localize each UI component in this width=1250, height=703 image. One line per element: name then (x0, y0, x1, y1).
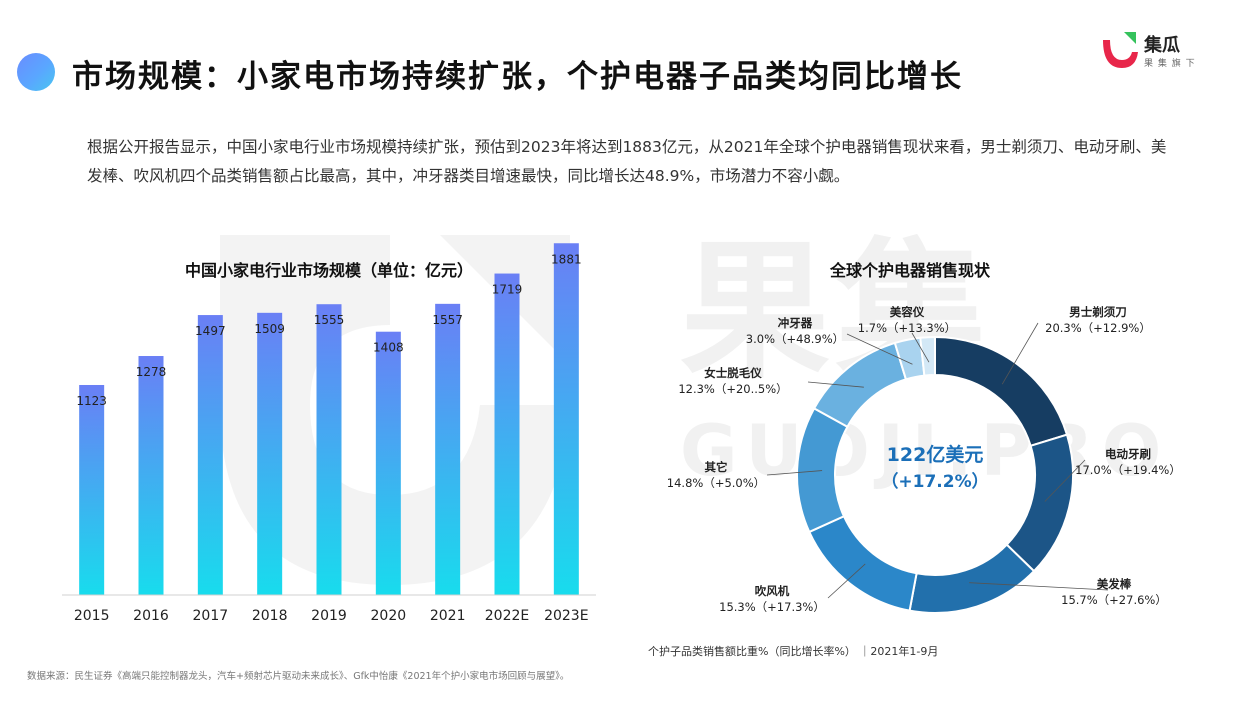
leader-line (1044, 459, 1086, 502)
bar-group: 1497 2017 (193, 315, 229, 624)
bar-chart-title: 中国小家电行业市场规模（单位：亿元） (185, 261, 474, 280)
x-tick-label: 2018 (252, 608, 288, 624)
leader-line (1001, 322, 1039, 385)
data-source-note: 数据来源：民生证券《高端只能控制器龙头，汽车+频射芯片驱动未来成长》、Gfk中怡… (27, 671, 570, 682)
bar-group: 1557 2021 (430, 303, 466, 624)
bar (494, 273, 520, 595)
donut-center-growth: （+17.2%） (881, 471, 988, 492)
slice-name-label: 冲牙器 (778, 316, 813, 330)
bar-group: 1881 2023E (544, 243, 589, 624)
donut-chart-caption: 个护子品类销售额比重%（同比增长率%） ｜2021年1-9月 (648, 645, 939, 658)
bar (257, 312, 283, 595)
bar-value-label: 1497 (195, 324, 226, 338)
x-tick-label: 2020 (371, 608, 407, 624)
leader-line (969, 582, 1109, 591)
slice-name-label: 美容仪 (890, 305, 925, 319)
slice-value-label: 17.0%（+19.4%） (1075, 463, 1181, 477)
logo-subtitle: 果 集 旗 下 (1144, 59, 1196, 69)
donut-slice-group: 其它 14.8%（+5.0%） (667, 407, 849, 534)
donut-slice (919, 335, 936, 377)
donut-slice-group: 冲牙器 3.0%（+48.9%） (746, 316, 926, 381)
donut-slice-group: 女士脱毛仪 12.3%（+20..5%） (678, 341, 908, 429)
leader-line (827, 563, 866, 599)
slice-name-label: 其它 (705, 460, 728, 474)
x-tick-label: 2019 (311, 608, 347, 624)
bar (435, 303, 461, 595)
donut-slice-group: 吹风机 15.3%（+17.3%） (719, 514, 918, 614)
leader-line (766, 470, 823, 476)
bar-group: 1123 2015 (74, 384, 110, 624)
leader-line (846, 333, 913, 365)
leader-line (911, 332, 930, 363)
x-tick-label: 2015 (74, 608, 110, 624)
x-tick-label: 2022E (485, 608, 529, 624)
donut-slice-group: 电动牙刷 17.0%（+19.4%） (1005, 433, 1181, 573)
leader-line (807, 381, 864, 388)
donut-center-total: 122亿美元 (887, 443, 984, 466)
slice-value-label: 14.8%（+5.0%） (667, 476, 765, 490)
bar (79, 384, 105, 595)
slice-name-label: 男士剃须刀 (1069, 305, 1127, 319)
slice-value-label: 20.3%（+12.9%） (1045, 321, 1151, 335)
title-bullet-icon (17, 53, 55, 91)
donut-slice (796, 407, 849, 534)
x-tick-label: 2016 (133, 608, 169, 624)
slice-value-label: 1.7%（+13.3%） (858, 321, 956, 335)
bar (197, 315, 223, 595)
slice-name-label: 美发棒 (1097, 577, 1132, 591)
bar-group: 1555 2019 (311, 304, 347, 624)
donut-slice (807, 514, 918, 612)
donut-slice (908, 543, 1036, 614)
bar-group: 1278 2016 (133, 356, 169, 624)
donut-slice (934, 335, 1069, 448)
bar-value-label: 1509 (254, 322, 285, 336)
bar-value-label: 1555 (314, 313, 345, 327)
donut-slice-group: 美容仪 1.7%（+13.3%） (858, 305, 956, 377)
intro-paragraph: 根据公开报告显示，中国小家电行业市场规模持续扩张，预估到2023年将达到1883… (87, 138, 1167, 185)
x-tick-label: 2023E (544, 608, 588, 624)
bar-group: 1408 2020 (371, 331, 407, 624)
bar (553, 243, 579, 596)
page-title: 市场规模：小家电市场持续扩张，个护电器子品类均同比增长 (72, 59, 963, 95)
bar-group: 1719 2022E (485, 273, 529, 624)
bar-value-label: 1881 (551, 252, 582, 266)
slice-value-label: 12.3%（+20..5%） (678, 382, 787, 396)
x-tick-label: 2017 (193, 608, 229, 624)
donut-slice-group: 美发棒 15.7%（+27.6%） (908, 543, 1167, 614)
slice-value-label: 15.7%（+27.6%） (1061, 593, 1167, 607)
bar (375, 331, 401, 595)
bar-value-label: 1408 (373, 341, 404, 355)
donut-chart-title: 全球个护电器销售现状 (830, 261, 991, 280)
logo-name: 集瓜 (1144, 35, 1180, 56)
slice-value-label: 3.0%（+48.9%） (746, 332, 844, 346)
donut-slice-group: 男士剃须刀 20.3%（+12.9%） (934, 305, 1151, 448)
slice-value-label: 15.3%（+17.3%） (719, 600, 825, 614)
bar (138, 356, 164, 595)
donut-slice (812, 341, 908, 429)
slice-name-label: 电动牙刷 (1105, 447, 1151, 461)
bar-value-label: 1719 (492, 283, 523, 297)
bar-value-label: 1278 (136, 365, 167, 379)
bar-group: 1509 2018 (252, 312, 288, 624)
x-tick-label: 2021 (430, 608, 466, 624)
slice-name-label: 吹风机 (755, 584, 790, 598)
slice-name-label: 女士脱毛仪 (704, 366, 762, 380)
logo-mark-icon (1103, 32, 1138, 68)
bar (316, 304, 342, 595)
bar-value-label: 1123 (76, 394, 107, 408)
watermark-brand-latin: GUOJI.PRO (680, 410, 1170, 492)
bar-value-label: 1557 (432, 313, 463, 327)
brand-logo: 集瓜 果 集 旗 下 (1100, 32, 1230, 72)
donut-slice (1005, 433, 1074, 573)
